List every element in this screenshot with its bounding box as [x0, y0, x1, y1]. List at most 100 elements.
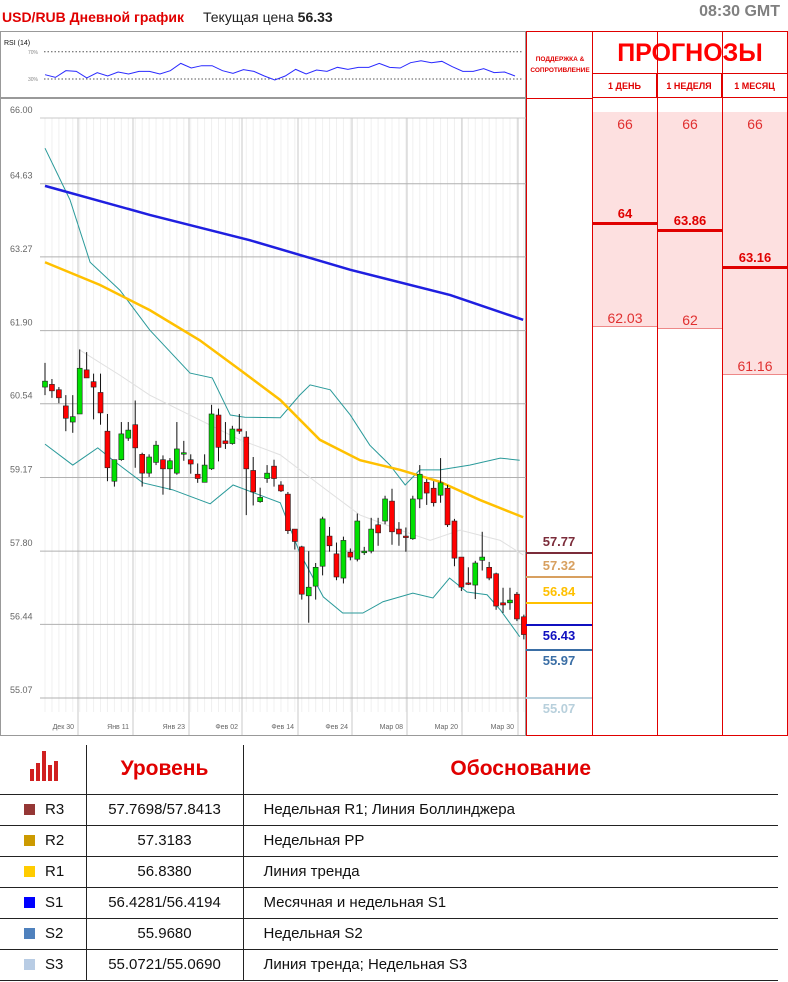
- candle: [472, 562, 479, 586]
- candle: [76, 367, 83, 415]
- level-label: R2: [45, 832, 65, 849]
- forecast-target-line: [722, 266, 787, 269]
- candle: [416, 473, 423, 500]
- level-label: R3: [45, 801, 65, 818]
- y-tick-label: 60.54: [10, 391, 33, 401]
- candle: [347, 551, 354, 558]
- candle: [430, 487, 437, 504]
- candle: [333, 553, 340, 578]
- forecast-range: [658, 112, 722, 329]
- support-resistance-header: ПОДДЕРЖКА & СОПРОТИВЛЕНИЕ: [527, 32, 593, 99]
- candle: [326, 535, 333, 547]
- sr-level-label: 55.07: [542, 701, 576, 717]
- y-tick-label: 57.80: [10, 538, 33, 548]
- level-name: R3: [0, 794, 86, 826]
- candle: [236, 428, 243, 432]
- x-tick-label: Мар 08: [380, 724, 404, 731]
- level-name: R1: [0, 856, 86, 888]
- table-row: R3 57.7698/57.8413 Недельная R1; Линия Б…: [0, 794, 778, 826]
- candle: [97, 392, 104, 414]
- candle: [298, 546, 305, 595]
- y-tick-label: 55.07: [10, 685, 33, 695]
- candle: [42, 380, 48, 388]
- candle: [264, 472, 270, 479]
- candle: [479, 556, 486, 561]
- x-tick-label: Мар 30: [491, 724, 515, 731]
- candle: [187, 459, 194, 465]
- table-row: R2 57.3183 Недельная PP: [0, 825, 778, 857]
- y-tick-label: 61.90: [10, 318, 33, 328]
- candle: [90, 381, 97, 388]
- candle: [139, 454, 145, 474]
- candle: [56, 389, 62, 399]
- candle: [181, 452, 187, 455]
- candle: [437, 482, 444, 496]
- level-value: 55.9680: [85, 918, 244, 950]
- candle: [312, 566, 319, 587]
- levels-table: Уровень Обоснование R3 57.7698/57.8413 Н…: [0, 745, 778, 981]
- level-name: S1: [0, 887, 86, 919]
- forecast-low: 61.16: [737, 358, 773, 374]
- level-value: 55.0721/55.0690: [85, 949, 244, 981]
- current-price: Текущая цена 56.33: [203, 9, 333, 25]
- candle: [104, 430, 111, 469]
- level-label: S2: [45, 925, 64, 942]
- level-swatch: [24, 959, 35, 970]
- candle: [423, 481, 430, 494]
- candle: [285, 493, 291, 532]
- candle: [389, 500, 395, 533]
- forecast-target-line: [657, 229, 722, 232]
- candle: [49, 384, 55, 392]
- table-row: S2 55.9680 Недельная S2: [0, 918, 778, 950]
- y-tick-label: 66.00: [10, 105, 33, 115]
- forecast-target: 63.16: [738, 250, 772, 265]
- table-row: S1 56.4281/56.4194 Месячная и недельная …: [0, 887, 778, 919]
- level-label: R1: [45, 863, 65, 880]
- candle: [500, 602, 506, 606]
- sr-line: [526, 575, 593, 578]
- candle: [458, 556, 465, 588]
- level-header: Уровень: [85, 745, 244, 795]
- x-tick-label: Дек 30: [53, 724, 75, 731]
- forecast-high: 66: [682, 116, 698, 132]
- candle: [319, 518, 326, 567]
- candle: [111, 459, 118, 482]
- table-row: R1 56.8380 Линия тренда: [0, 856, 778, 888]
- level-reason: Недельная S2: [243, 918, 778, 950]
- level-reason: Месячная и недельная S1: [243, 887, 778, 919]
- forecast-low: 62.03: [607, 310, 643, 326]
- candle: [132, 424, 139, 449]
- forecast-target-line: [592, 222, 657, 225]
- level-swatch: [24, 897, 35, 908]
- candle: [201, 464, 208, 483]
- level-swatch: [24, 804, 35, 815]
- candle: [257, 497, 263, 502]
- level-swatch: [24, 835, 35, 846]
- level-value: 56.4281/56.4194: [85, 887, 244, 919]
- candle: [340, 540, 347, 579]
- y-tick-label: 64.63: [10, 171, 33, 181]
- sr-line: [526, 648, 593, 651]
- candle: [118, 433, 125, 461]
- level-name: R2: [0, 825, 86, 857]
- candle: [83, 369, 90, 379]
- candle: [403, 535, 409, 538]
- level-label: S3: [45, 956, 64, 973]
- level-reason: Недельная R1; Линия Боллинджера: [243, 794, 778, 826]
- x-tick-label: Фев 24: [325, 724, 348, 731]
- level-reason: Недельная PP: [243, 825, 778, 857]
- bollinger-upper-line: [44, 147, 520, 486]
- candle: [229, 428, 236, 444]
- level-reason: Линия тренда; Недельная S3: [243, 949, 778, 981]
- candle: [444, 487, 451, 526]
- rsi-panel: [0, 31, 526, 98]
- chart-title: USD/RUB Дневной график: [2, 9, 185, 25]
- candle: [382, 498, 388, 522]
- sr-level-label: 57.32: [542, 557, 576, 573]
- candle: [222, 440, 229, 444]
- reason-header: Обоснование: [243, 745, 778, 795]
- candle: [125, 429, 132, 439]
- candle: [208, 413, 215, 470]
- sr-line: [526, 601, 593, 604]
- sr-level-label: 56.84: [542, 583, 576, 599]
